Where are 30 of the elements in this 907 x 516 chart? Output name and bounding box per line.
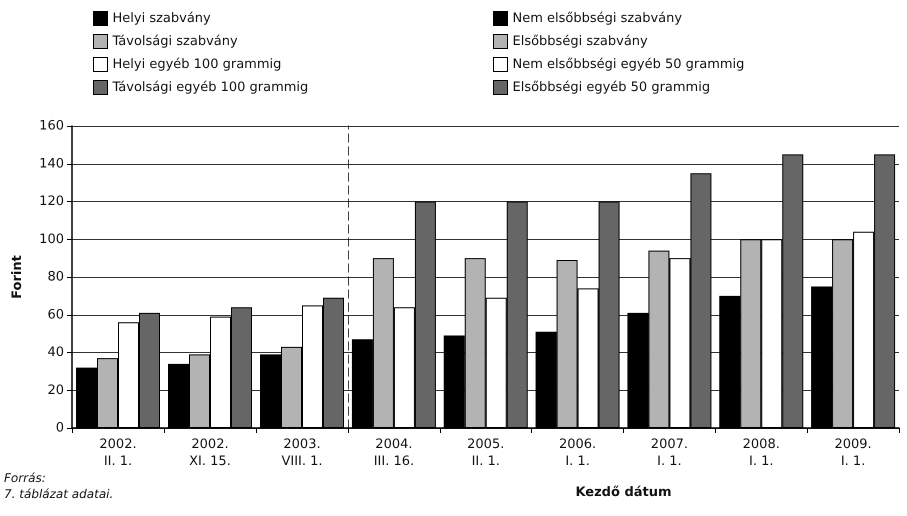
y-tick-label: 80 — [47, 270, 64, 284]
x-tick-label: 2002. II. 1. — [99, 437, 137, 469]
legend-label: Elsőbbségi egyéb 50 grammig — [512, 80, 710, 95]
legend-label: Nem elsőbbségi egyéb 50 grammig — [512, 57, 744, 72]
y-axis-title: Forint — [10, 255, 25, 299]
x-tick-label: 2005. II. 1. — [467, 437, 504, 469]
legend-label: Elsőbbségi szabvány — [512, 34, 648, 49]
y-tick-label: 140 — [39, 156, 64, 172]
text: 7. táblázat adatai. — [4, 487, 114, 501]
y-tick-label: 20 — [47, 382, 64, 398]
x-tick-label: 2003. VIII. 1. — [281, 437, 323, 469]
y-tick-label: 40 — [47, 345, 64, 360]
x-axis-title: Kezdő dátum — [575, 485, 672, 500]
x-tick-label: 2009. I. 1. — [834, 437, 872, 469]
x-tick-label: 2006. I. 1. — [558, 437, 596, 469]
y-tick-label: 60 — [47, 307, 64, 322]
legend-label: Távolsági egyéb 100 grammig — [112, 80, 308, 95]
x-tick-label: 2004. III. 16. — [374, 437, 414, 469]
x-tick-label: 2002. XI. 15. — [189, 437, 231, 469]
x-tick-label: 2007. I. 1. — [650, 437, 688, 469]
y-tick-label: 160 — [39, 118, 64, 134]
x-tick-label: 2008. I. 1. — [742, 437, 780, 469]
legend-label: Nem elsőbbségi szabvány — [512, 11, 682, 26]
legend-label: Helyi szabvány — [112, 11, 212, 26]
legend-label: Helyi egyéb 100 grammig — [112, 57, 282, 72]
text: Forrás: — [4, 471, 46, 485]
legend-label: Távolsági szabvány — [112, 34, 238, 49]
y-tick-label: 120 — [39, 194, 64, 209]
y-tick-label: 100 — [39, 232, 64, 247]
y-tick-label: 0 — [56, 420, 64, 436]
